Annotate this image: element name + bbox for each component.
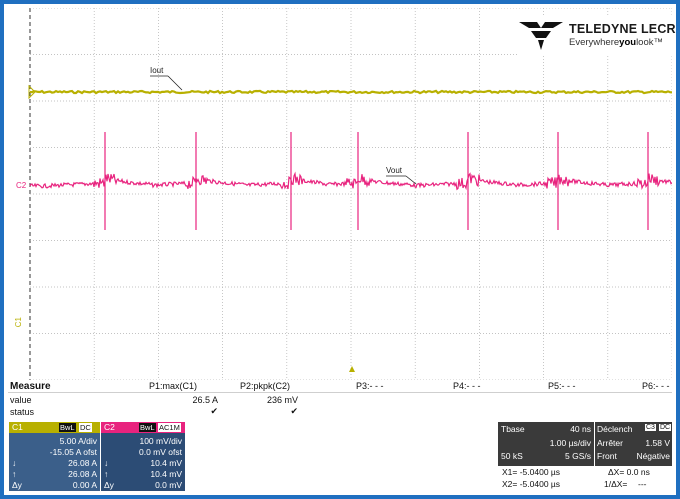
- vout-label: Vout: [386, 166, 403, 175]
- measure-title: Measure: [10, 381, 51, 392]
- c1-cursor1-symbol: ↓: [12, 458, 17, 468]
- c1-cursor1: 26.08 A: [68, 458, 97, 468]
- trigger-position-marker[interactable]: [349, 366, 355, 372]
- c2-coupling-badge: AC1M: [158, 423, 181, 432]
- c1-cursor2: 26.08 A: [68, 469, 97, 479]
- timebase-per-div: 1.00 µs/div: [549, 438, 591, 448]
- c1-delta-symbol: Δy: [12, 480, 22, 490]
- c1-bw-badge: BwL: [59, 423, 76, 432]
- cursor-readout: X1= -5.0400 µs ΔX= 0.0 ns X2= -5.0400 µs…: [498, 466, 672, 491]
- c1-coupling-badge: DC: [79, 423, 92, 432]
- c1-descriptor-name: C1: [12, 422, 23, 432]
- vout-label-leader: [386, 175, 417, 185]
- logo-tagline: Everywhereyoulook™: [569, 37, 663, 48]
- c2-cursor1: 10.4 mV: [150, 458, 182, 468]
- measure-table: Measure value status P1:max(C1) 26.5 A ✔…: [8, 381, 672, 421]
- p3-label[interactable]: P3:- - -: [356, 381, 384, 391]
- trigger-level: 1.58 V: [645, 438, 670, 448]
- c1-cursor2-symbol: ↑: [12, 469, 17, 479]
- c1-scale: 5.00 A/div: [59, 436, 97, 446]
- iout-label-leader: [150, 75, 183, 91]
- c2-trace: [29, 132, 672, 230]
- timebase-delay: 40 ns: [570, 424, 591, 434]
- c2-descriptor[interactable]: C2 BwL AC1M 100 mV/div 0.0 mV ofst ↓ 10.…: [101, 422, 185, 491]
- cursor-dx: ΔX= 0.0 ns: [608, 467, 650, 477]
- p6-label[interactable]: P6:- - -: [642, 381, 670, 391]
- p1-value: 26.5 A: [192, 395, 218, 405]
- trigger-mode: Arrêter: [597, 438, 623, 448]
- trigger-label: Déclench: [597, 424, 633, 434]
- p5-label[interactable]: P5:- - -: [548, 381, 576, 391]
- graticule: [29, 8, 672, 380]
- p2-label[interactable]: P2:pkpk(C2): [240, 381, 291, 391]
- trigger-type: Front: [597, 451, 617, 461]
- c2-delta-symbol: Δy: [104, 480, 114, 490]
- trigger-coupling-badge: DC: [659, 424, 672, 431]
- c2-cursor2-symbol: ↑: [104, 469, 109, 479]
- p1-label[interactable]: P1:max(C1): [149, 381, 198, 391]
- measure-row-value: value: [10, 395, 32, 405]
- trigger-source-badge: C3: [645, 424, 656, 431]
- c1-level-marker[interactable]: [28, 84, 36, 100]
- timebase-descriptor[interactable]: Tbase 40 ns 1.00 µs/div 50 kS 5 GS/s: [498, 422, 594, 466]
- c2-cursor1-symbol: ↓: [104, 458, 109, 468]
- iout-label: Iout: [150, 66, 164, 75]
- c2-offset: 0.0 mV ofst: [139, 447, 182, 457]
- c2-delta: 0.0 mV: [155, 480, 182, 490]
- c2-marker[interactable]: C2: [16, 181, 27, 190]
- teledyne-lecroy-logo: TELEDYNE LECROY Everywhereyoulook™: [519, 16, 676, 56]
- p2-status: ✔: [290, 406, 298, 416]
- measure-divider: [8, 392, 672, 393]
- c1-marker[interactable]: C1: [14, 317, 23, 328]
- timebase-label: Tbase: [501, 424, 525, 434]
- logo-brand: TELEDYNE LECROY: [569, 22, 676, 36]
- p4-label[interactable]: P4:- - -: [453, 381, 481, 391]
- cursor-x2: X2= -5.0400 µs: [502, 479, 561, 489]
- trigger-slope: Négative: [636, 451, 670, 461]
- c2-bw-badge: BwL: [139, 423, 156, 432]
- c1-descriptor-header: [9, 422, 100, 433]
- c1-descriptor[interactable]: C1 BwL DC 5.00 A/div -15.05 A ofst ↓ 26.…: [9, 422, 100, 491]
- c1-delta: 0.00 A: [72, 480, 97, 490]
- measure-row-status: status: [10, 407, 35, 417]
- p2-value: 236 mV: [266, 395, 298, 405]
- cursor-inv-dx: 1/ΔX=: [604, 479, 628, 489]
- c2-cursor2: 10.4 mV: [150, 469, 182, 479]
- p1-status: ✔: [210, 406, 218, 416]
- trigger-descriptor[interactable]: Déclench C3 DC Arrêter 1.58 V Front Néga…: [595, 422, 672, 466]
- logo-mark-icon: [519, 22, 563, 50]
- c2-scale: 100 mV/div: [139, 436, 182, 446]
- timebase-samples: 50 kS: [501, 451, 523, 461]
- c1-offset: -15.05 A ofst: [49, 447, 97, 457]
- c2-descriptor-name: C2: [104, 422, 115, 432]
- c1-trace: [29, 89, 672, 95]
- cursor-inv-dx-value: ---: [638, 479, 647, 489]
- timebase-rate: 5 GS/s: [565, 451, 591, 461]
- cursor-x1: X1= -5.0400 µs: [502, 467, 561, 477]
- waveform-display: [8, 8, 672, 380]
